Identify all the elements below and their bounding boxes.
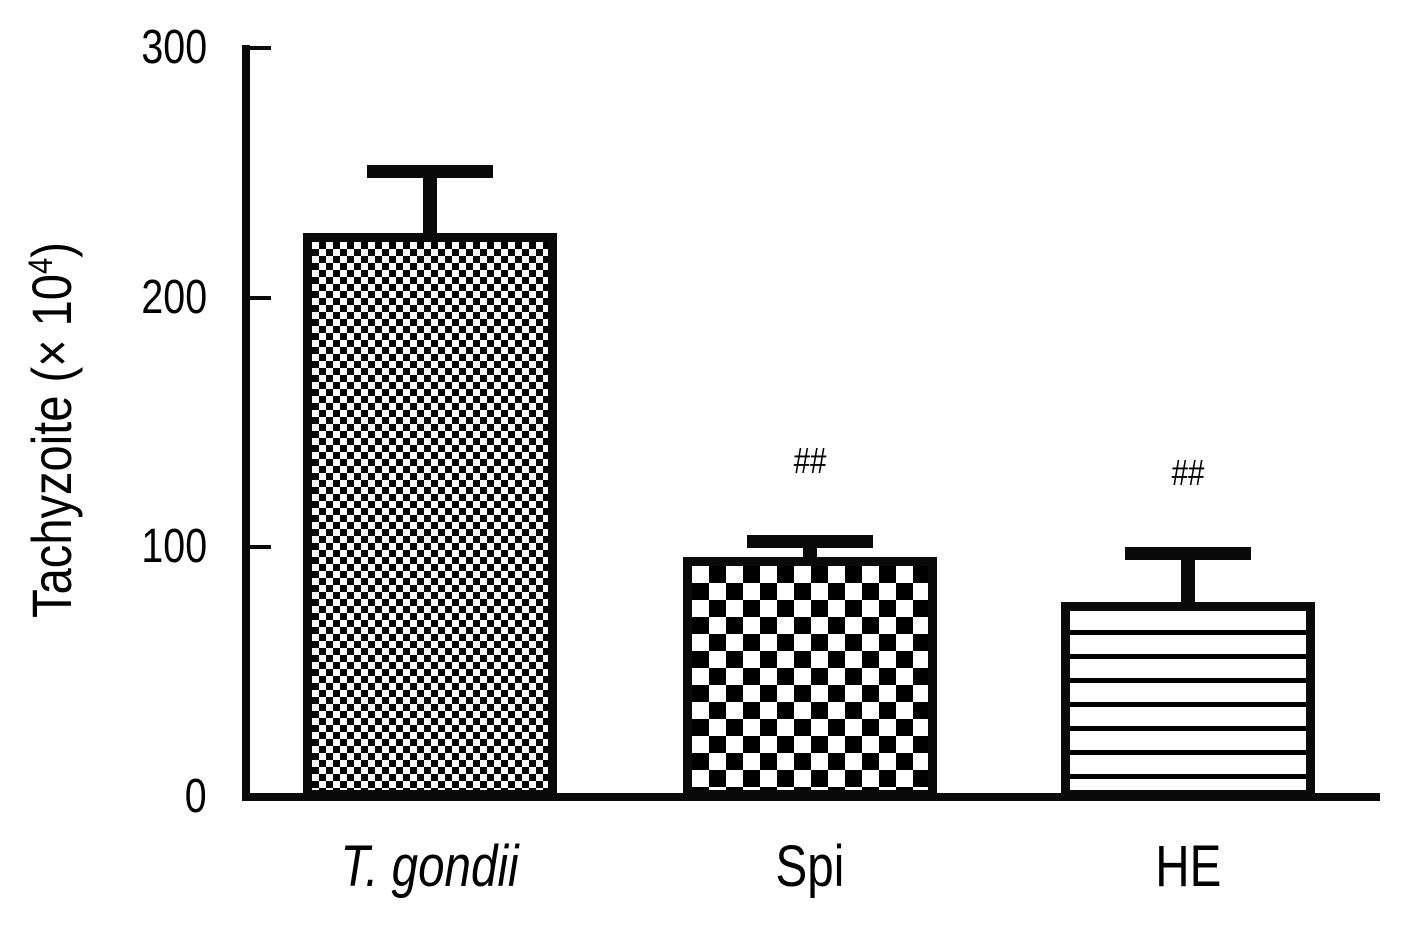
error-bar-cap-he — [1125, 547, 1251, 561]
x-label-text: HE — [1154, 834, 1222, 899]
y-tick-label-100: 100 — [30, 518, 207, 576]
bar-he — [1061, 602, 1315, 799]
error-bar-cap-t-gondii — [367, 165, 493, 179]
x-label-text: T. gondii — [340, 834, 520, 899]
x-label-t-gondii: T. gondii — [210, 836, 650, 898]
y-tick-label-200: 200 — [30, 269, 207, 327]
y-axis-label-close: ) — [20, 242, 83, 258]
sig-annotation-spi: ## — [710, 439, 910, 481]
y-axis-line — [242, 45, 250, 801]
y-tick-label-text: 0 — [185, 770, 207, 823]
sig-annotation-he: ## — [1088, 455, 1288, 491]
y-tick-label-text: 200 — [141, 270, 207, 324]
x-label-spi: Spi — [590, 836, 1030, 898]
x-label-text: Spi — [775, 834, 845, 899]
sig-annotation-text: ## — [793, 439, 827, 481]
y-tick-label-300: 300 — [30, 19, 207, 77]
error-bar-stem-t-gondii — [423, 176, 437, 237]
bar-t-gondii — [303, 232, 557, 799]
y-tick-label-text: 100 — [141, 520, 207, 574]
x-label-he: HE — [968, 836, 1408, 898]
error-bar-cap-spi — [747, 534, 873, 548]
y-tick-300 — [250, 46, 271, 50]
sig-annotation-text: ## — [1171, 452, 1205, 494]
y-tick-200 — [250, 295, 271, 300]
y-tick-label-0: 0 — [30, 768, 207, 826]
error-bar-stem-he — [1181, 558, 1195, 607]
y-tick-100 — [250, 545, 271, 550]
bar-spi — [683, 557, 937, 799]
y-tick-label-text: 300 — [141, 21, 207, 74]
